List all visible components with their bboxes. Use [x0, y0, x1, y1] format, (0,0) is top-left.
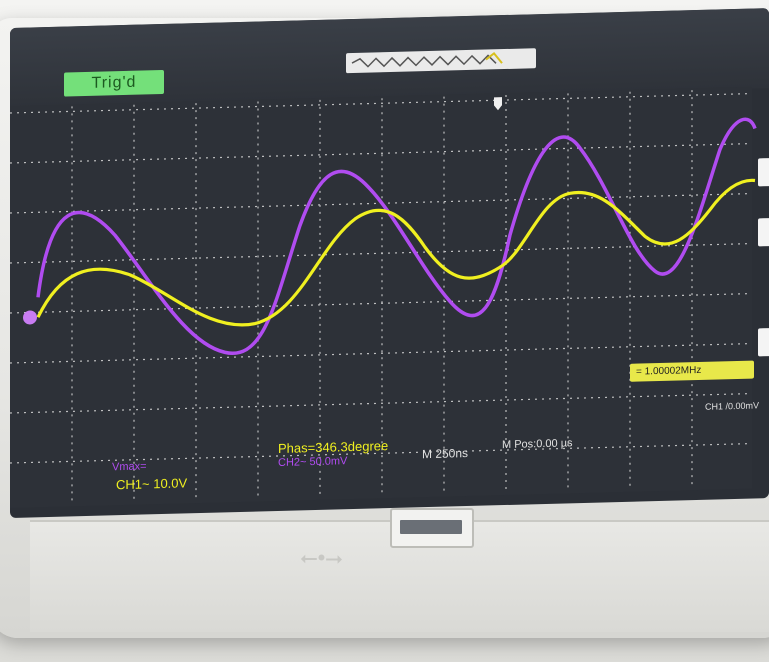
plot-area — [10, 86, 752, 508]
ch1-waveform-trace — [36, 178, 756, 327]
ch1-scale-readout: CH1~ 10.0V — [116, 475, 188, 493]
frequency-readout: = 1.00002MHz — [630, 360, 754, 382]
timebase-overview-waveform — [351, 51, 503, 68]
usb-port[interactable] — [390, 508, 474, 548]
phase-readout: Phas=346.3degree — [278, 438, 389, 456]
ch-bottom-right-readout: CH1 /0.00mV — [705, 400, 760, 412]
menu-softkey-2[interactable] — [758, 217, 769, 247]
frequency-value: = 1.00002MHz — [636, 364, 702, 378]
menu-softkey-3[interactable] — [758, 327, 769, 357]
waveform-display — [10, 86, 757, 508]
timebase-overview-bar — [346, 48, 536, 74]
ch2-scale-readout: CH2~ 50.0mV — [278, 455, 348, 469]
menu-softkey-1[interactable] — [758, 157, 769, 187]
oscilloscope-screen: Trig'd — [10, 8, 769, 519]
ch2-waveform-trace — [36, 117, 757, 355]
ch2-ground-marker — [23, 310, 37, 325]
vmax-readout: Vmax= — [112, 460, 147, 474]
trigger-position-icon — [494, 97, 502, 111]
mpos-readout: M Pos:0.00 µs — [502, 437, 573, 452]
usb-icon: ⭠•⭢ — [300, 545, 343, 570]
usb-port-socket — [400, 520, 462, 534]
timebase-readout: M 250ns — [422, 446, 469, 462]
